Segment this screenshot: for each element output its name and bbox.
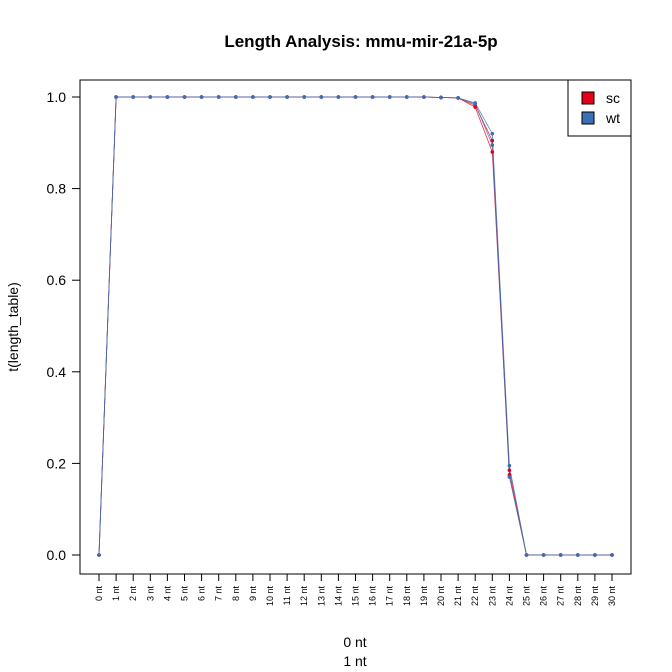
data-point-wt xyxy=(285,95,289,99)
data-point-wt xyxy=(387,95,392,99)
x-tick-label: 1 nt xyxy=(111,586,121,602)
x-tick-label: 16 nt xyxy=(368,586,378,607)
legend-swatch-sc xyxy=(581,91,595,105)
data-point-wt xyxy=(353,95,358,99)
legend: sc wt xyxy=(567,79,632,137)
data-point-wt xyxy=(97,553,101,557)
data-point-wt xyxy=(336,95,341,99)
x-tick-label: 21 nt xyxy=(453,586,463,607)
x-tick-label: 10 nt xyxy=(265,586,275,607)
data-point-wt xyxy=(576,553,580,557)
x-tick-label: 22 nt xyxy=(470,586,480,607)
data-point-wt xyxy=(507,463,512,468)
legend-box xyxy=(567,79,632,137)
y-tick-label: 0.8 xyxy=(47,181,67,197)
x-tick-label: 9 nt xyxy=(248,586,258,602)
data-point-wt xyxy=(302,95,307,99)
data-point-wt xyxy=(473,101,478,105)
x-tick-label: 13 nt xyxy=(316,586,326,607)
x-tick-label: 20 nt xyxy=(436,586,446,607)
data-point-wt xyxy=(114,95,118,99)
data-point-wt xyxy=(148,95,153,99)
y-tick-label: 0.6 xyxy=(47,272,67,288)
y-tick-label: 0.2 xyxy=(47,455,67,471)
series-lines xyxy=(98,96,612,556)
data-point-wt xyxy=(234,95,238,99)
chart-title: Length Analysis: mmu-mir-21a-5p xyxy=(224,32,497,51)
data-point-wt xyxy=(182,95,187,99)
series-line-sc-1 xyxy=(98,96,612,556)
data-point-wt xyxy=(216,95,221,99)
data-point-wt xyxy=(370,95,375,99)
x-tick-label: 29 nt xyxy=(590,586,600,607)
x-tick-label: 19 nt xyxy=(419,586,429,607)
legend-swatch-wt xyxy=(581,111,595,125)
legend-label-wt: wt xyxy=(605,110,620,126)
data-point-wt xyxy=(524,553,529,557)
data-point-wt xyxy=(610,553,614,557)
x-axis-label-line-2: 1 nt xyxy=(343,653,366,669)
y-tick-label: 0.0 xyxy=(47,547,67,563)
x-tick-label: 24 nt xyxy=(504,586,514,607)
y-axis: 0.0 0.2 0.4 0.6 0.8 1.0 xyxy=(47,89,81,563)
x-tick-label: 0 nt xyxy=(94,586,104,602)
x-tick-label: 17 nt xyxy=(385,586,395,607)
data-point-wt xyxy=(456,96,460,100)
x-tick-label: 7 nt xyxy=(214,586,224,602)
y-axis-label: t(length_table) xyxy=(5,282,21,372)
x-tick-label: 14 nt xyxy=(333,586,343,607)
x-axis-label-line-1: 0 nt xyxy=(343,634,366,650)
x-tick-label: 11 nt xyxy=(282,586,292,606)
data-point-wt xyxy=(268,95,272,99)
x-tick-label: 5 nt xyxy=(180,586,190,602)
x-tick-label: 25 nt xyxy=(522,586,532,607)
data-point-sc xyxy=(507,468,512,473)
series-line-wt-1 xyxy=(98,96,612,556)
x-tick-label: 3 nt xyxy=(145,586,155,602)
series-points xyxy=(97,95,614,557)
x-tick-label: 28 nt xyxy=(573,586,583,607)
x-tick-label: 12 nt xyxy=(299,586,309,607)
x-tick-label: 8 nt xyxy=(231,586,241,602)
legend-label-sc: sc xyxy=(606,90,620,106)
data-point-wt xyxy=(165,95,170,99)
x-tick-label: 30 nt xyxy=(607,586,617,607)
data-point-sc xyxy=(490,138,495,143)
x-tick-label: 15 nt xyxy=(351,586,361,607)
x-tick-label: 18 nt xyxy=(402,586,412,607)
y-tick-label: 1.0 xyxy=(47,89,67,105)
data-point-wt xyxy=(251,95,255,99)
x-axis: 0 nt 1 nt 2 nt 3 nt 4 nt 5 nt 6 nt 7 nt 8 nt 9 nt… xyxy=(94,573,617,607)
data-point-wt xyxy=(490,131,495,136)
data-point-wt xyxy=(131,95,135,99)
y-tick-label: 0.4 xyxy=(47,364,67,380)
data-point-wt xyxy=(507,475,512,479)
x-tick-label: 23 nt xyxy=(487,586,497,607)
plot-frame xyxy=(79,79,632,575)
x-tick-label: 2 nt xyxy=(128,586,138,602)
data-point-wt xyxy=(439,95,443,100)
x-tick-label: 4 nt xyxy=(162,586,172,602)
data-point-wt xyxy=(199,95,204,99)
x-tick-label: 27 nt xyxy=(556,586,566,607)
x-tick-label: 26 nt xyxy=(539,586,549,607)
data-point-wt xyxy=(422,95,426,99)
data-point-sc xyxy=(490,150,495,154)
data-point-wt xyxy=(593,553,597,557)
data-point-wt xyxy=(405,95,409,99)
data-point-wt xyxy=(541,553,546,557)
data-point-wt xyxy=(558,553,563,557)
data-point-wt xyxy=(319,95,324,99)
series-line-wt-2 xyxy=(98,96,612,556)
series-line-sc-2 xyxy=(98,96,612,556)
data-point-wt xyxy=(490,143,495,147)
x-tick-label: 6 nt xyxy=(197,586,207,602)
